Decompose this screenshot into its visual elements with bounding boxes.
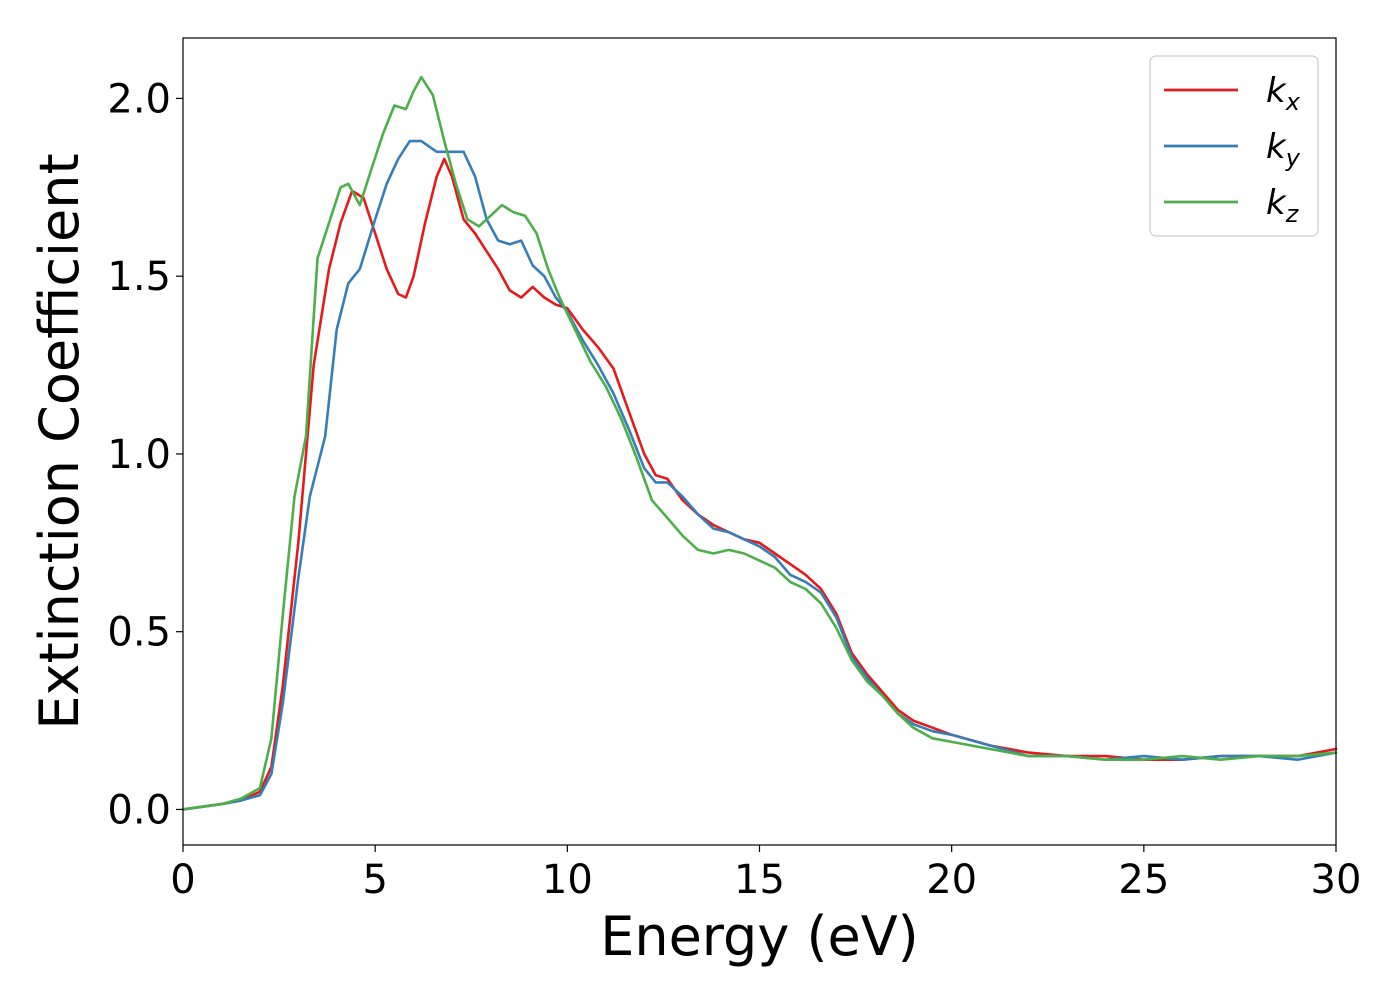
x-tick-label: 15 bbox=[734, 857, 785, 903]
x-tick-label: 0 bbox=[170, 857, 195, 903]
x-axis: 0 5 10 15 20 25 30 bbox=[170, 845, 1361, 903]
series-line-k-y bbox=[181, 139, 1338, 811]
legend: kx ky kz bbox=[1149, 55, 1319, 237]
x-tick-label: 25 bbox=[1118, 857, 1169, 903]
y-axis-title: Extinction Coefficient bbox=[28, 153, 91, 729]
y-tick-label: 0.5 bbox=[107, 610, 171, 656]
legend-label: kz bbox=[1266, 183, 1300, 228]
x-tick-label: 10 bbox=[542, 857, 593, 903]
x-tick-label: 5 bbox=[362, 857, 387, 903]
y-tick-label: 1.0 bbox=[107, 432, 171, 478]
x-tick-label: 30 bbox=[1311, 857, 1362, 903]
series-line-k-z bbox=[181, 75, 1338, 811]
legend-label: kx bbox=[1266, 71, 1301, 116]
x-tick-label: 20 bbox=[926, 857, 977, 903]
y-tick-label: 1.5 bbox=[107, 254, 171, 300]
y-tick-label: 0.0 bbox=[107, 787, 171, 833]
y-tick-label: 2.0 bbox=[107, 76, 171, 122]
x-axis-title: Energy (eV) bbox=[600, 905, 919, 968]
legend-label: ky bbox=[1266, 127, 1301, 172]
series-layer bbox=[181, 75, 1338, 811]
y-axis: 0.0 0.5 1.0 1.5 2.0 bbox=[107, 76, 183, 833]
